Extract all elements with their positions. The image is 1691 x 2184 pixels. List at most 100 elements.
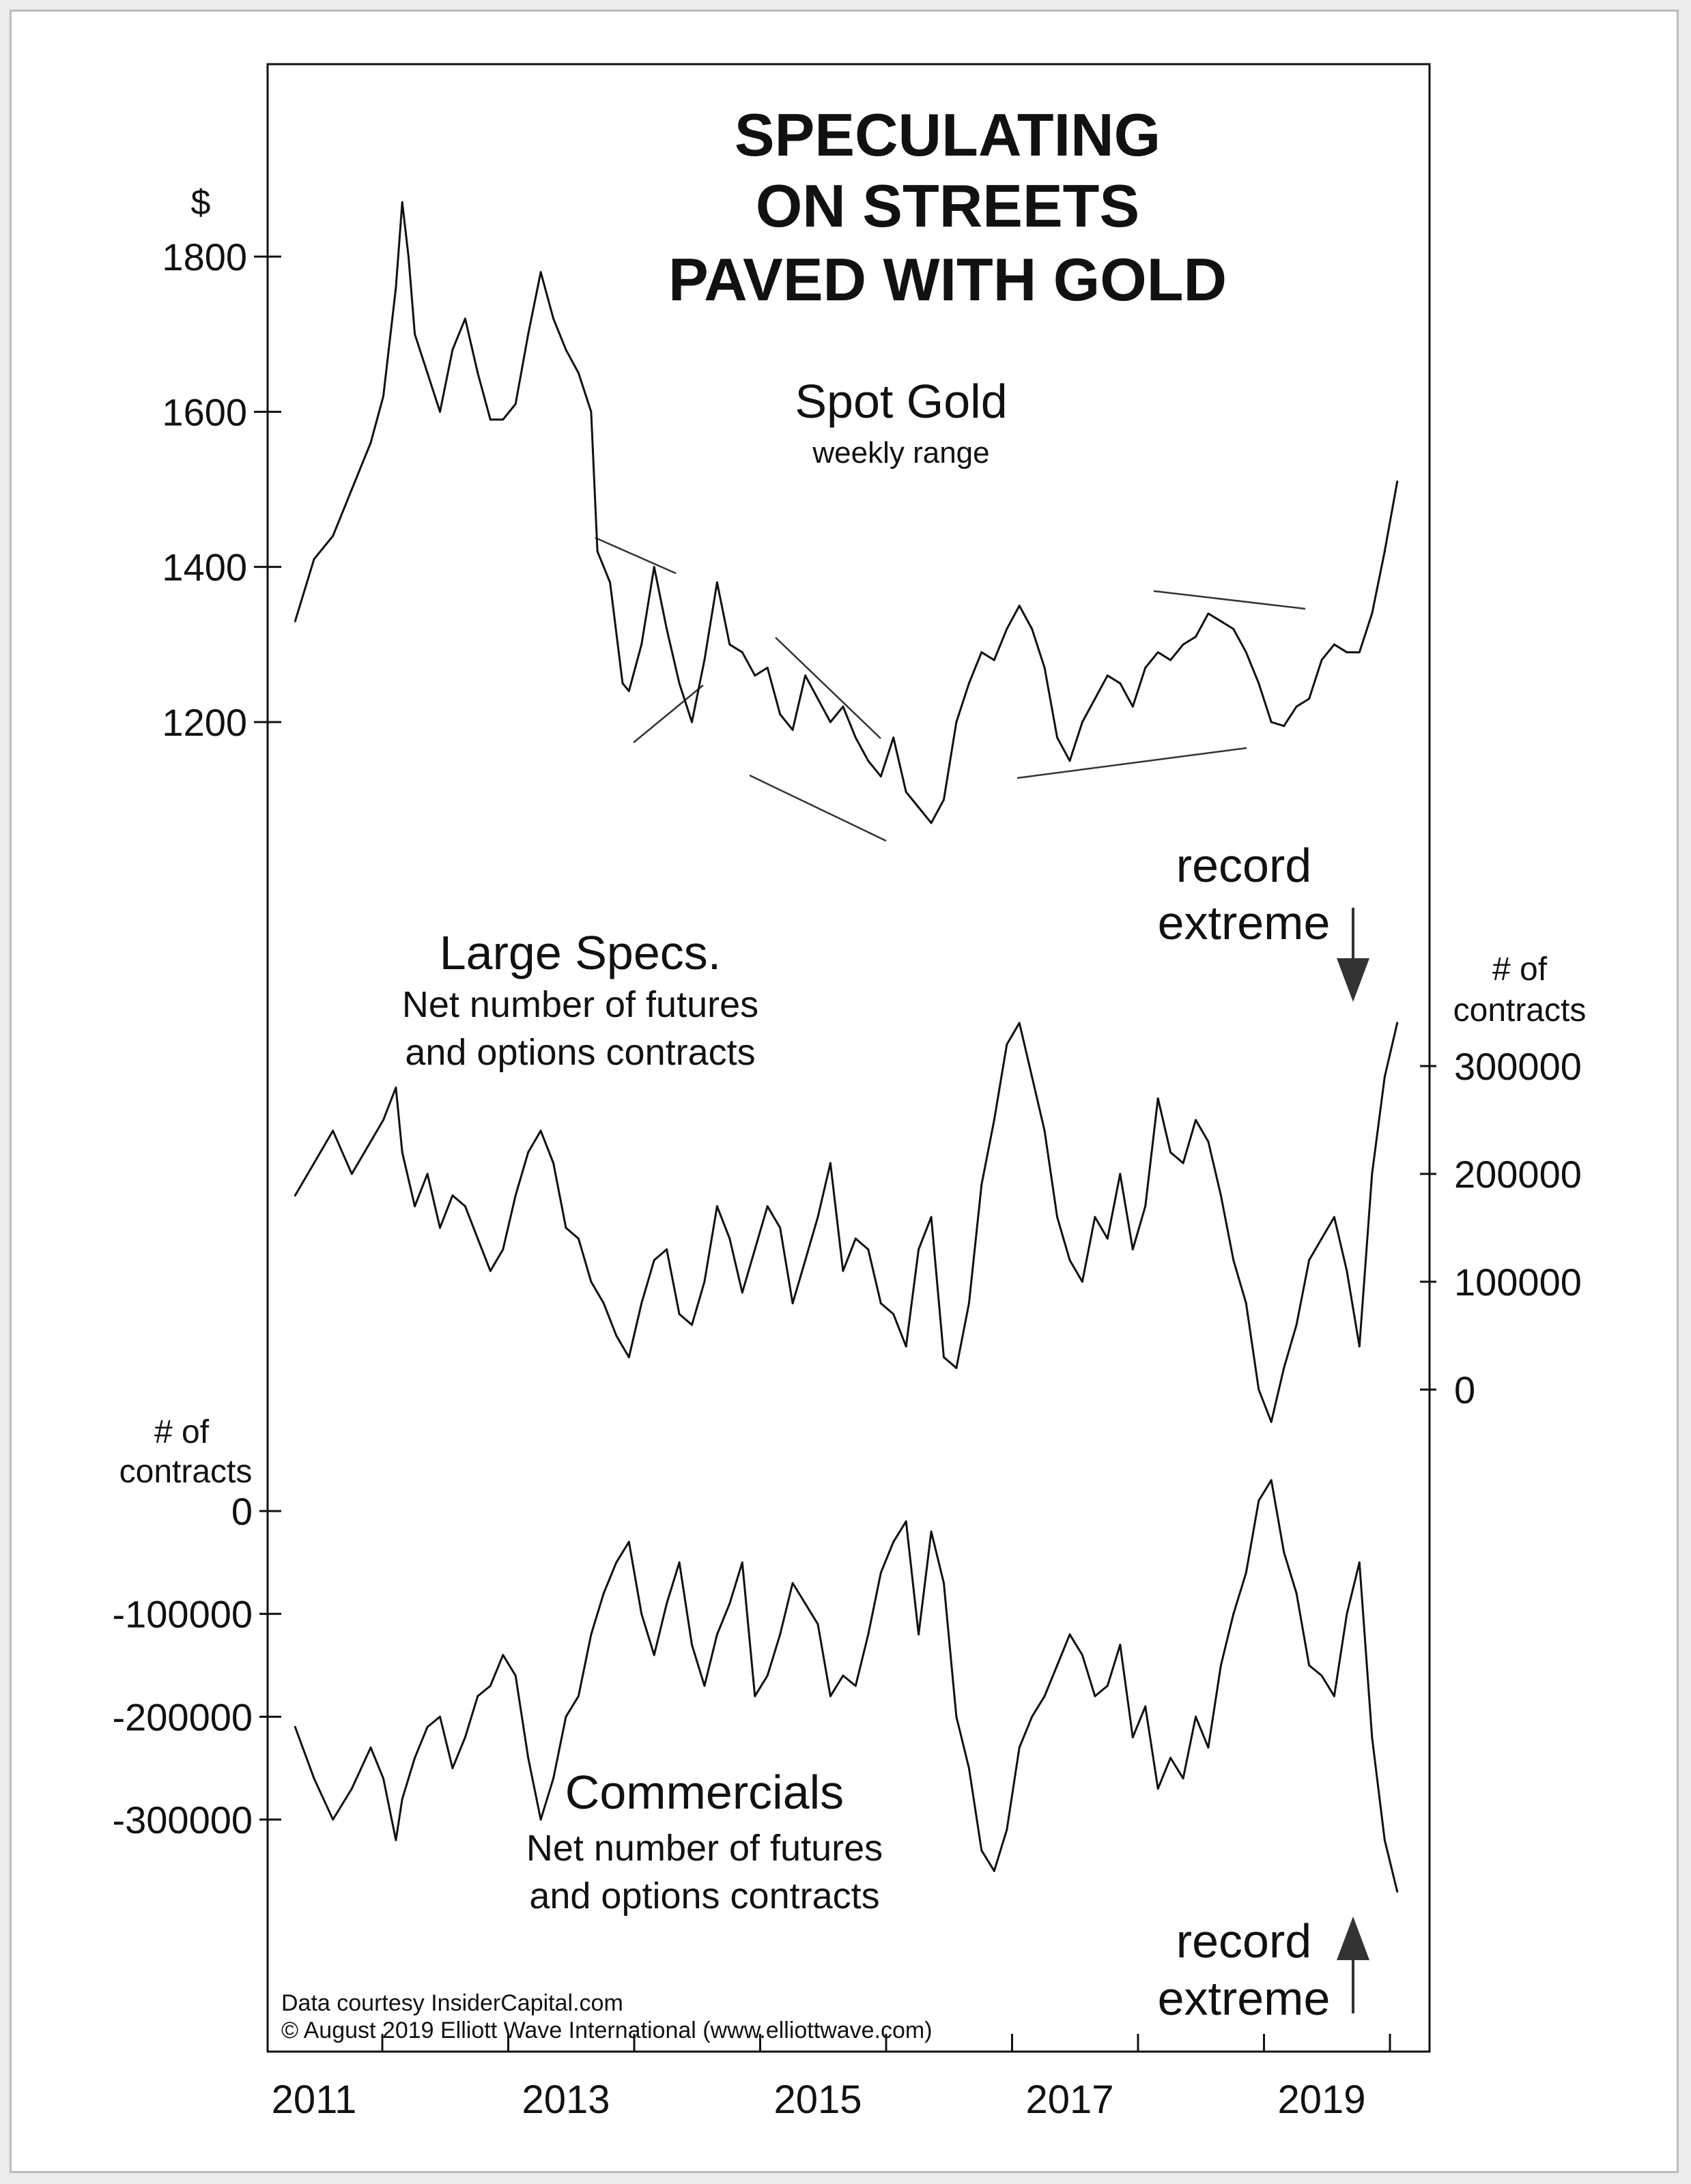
specs-line-point [332,1130,335,1132]
y-tick-label: -100000 [112,1593,253,1636]
specs-line-point [804,1259,807,1261]
commercials-line-point [332,1818,335,1821]
record-top-arrow [1337,908,1369,1002]
record-bottom-line-2: extreme [1158,1972,1331,2025]
commercials-line-point [666,1603,668,1605]
x-axis-ticks: 2011 2013 2015 2017 2019 [272,2034,1391,2122]
commercials-line-point [1156,1787,1159,1790]
specs-line-point [401,1151,403,1153]
specs-line-point [715,1205,718,1207]
commercials-line-point [1207,1747,1210,1749]
gold-line-point [1018,605,1021,607]
trendline [775,637,881,739]
gold-line-point [439,410,441,413]
gold-y-ticks: 1200 1400 1600 1800 [162,235,281,744]
trendline [595,536,677,575]
specs-line-point [477,1237,479,1240]
gold-line-point [1219,620,1222,622]
specs-line-point [1257,1388,1260,1391]
gold-line-point [1346,651,1348,654]
commercials-line-point [1119,1643,1122,1646]
y-tick-label: 300000 [1454,1045,1582,1088]
commercials-line-point [1358,1561,1361,1564]
specs-line-point [854,1237,857,1240]
specs-line-point [666,1248,668,1251]
commercials-line-point [369,1747,372,1749]
commercials-line-point [1056,1664,1059,1667]
commercials-line-point [842,1674,844,1677]
gold-line-point [779,713,782,716]
specs-line-point [350,1173,353,1175]
specs-line-point [527,1151,530,1153]
specs-line-point [980,1183,983,1186]
specs-line-point [451,1194,454,1197]
specs-line-point [1207,1140,1210,1143]
specs-line-point [382,1119,384,1121]
specs-line-point [1056,1216,1059,1218]
commercials-line-point [653,1654,655,1656]
gold-line-point [426,372,429,374]
gold-line-point [918,806,920,809]
commercials-line-point [955,1715,958,1718]
gold-line-point [294,620,296,622]
gold-line-point [678,682,681,685]
gold-line-point [842,705,844,708]
gold-line-point [382,395,384,398]
specs-line-point [1396,1022,1399,1024]
trendline [633,685,704,743]
gold-line-point [867,760,870,762]
specs-line-point [590,1280,593,1283]
commercials-line-point [615,1561,618,1564]
gold-line-point [1207,612,1210,615]
commercials-line-point [829,1695,832,1697]
gold-line-point [332,534,335,537]
specs-line-point [842,1269,844,1272]
specs-line-point [1245,1302,1247,1305]
gold-line-point [590,410,593,413]
specs-line-point [1018,1022,1021,1024]
gold-line-point [930,822,933,824]
record-bottom-line-1: record [1176,1914,1311,1968]
specs-line-point [426,1173,429,1175]
gold-line-point [577,372,580,374]
specs-line-point [1131,1248,1134,1251]
y-tick-label: 100000 [1454,1261,1582,1304]
commercials-line-point [943,1582,945,1584]
specs-line-point [565,1226,567,1229]
commercials-line-point [1081,1654,1083,1656]
commercials-line-point [350,1787,353,1790]
commercials-line-point [1144,1705,1147,1708]
commercials-line-point [565,1715,567,1718]
commercials-line-point [678,1561,681,1564]
commercials-line-point [1006,1828,1008,1831]
commercials-line-point [930,1530,933,1533]
specs-line-point [879,1302,882,1305]
gold-line-point [1081,721,1083,723]
gold-line-point [766,666,769,669]
trendline [1153,590,1306,610]
commercials-line-point [1383,1839,1386,1841]
gold-line-point [627,690,630,692]
y-tick-label: -200000 [112,1695,253,1738]
specs-line-point [829,1162,832,1164]
specs-line-point [577,1237,580,1240]
specs-line-point [791,1302,794,1305]
specs-line-point [993,1119,995,1121]
specs-unit-line-2: contracts [1453,992,1587,1029]
gold-line-point [791,728,794,731]
commercials-line-point [1257,1499,1260,1502]
commercials-line-point [816,1623,819,1626]
commercials-line-point [1018,1747,1021,1749]
gold-panel-name: Spot Gold [795,375,1007,428]
specs-line-point [514,1194,517,1197]
specs-line-point [728,1237,731,1240]
commercials-line-point [439,1715,441,1718]
commercials-line-point [1308,1664,1311,1667]
commercials-line-point [640,1613,643,1615]
specs-panel-name: Large Specs. [440,926,721,979]
specs-line-point [502,1248,505,1251]
specs-line-point [653,1259,655,1261]
chart-frame [10,10,1679,2173]
gold-line-point [1119,682,1122,685]
specs-subtitle-line-2: and options contracts [405,1032,755,1073]
